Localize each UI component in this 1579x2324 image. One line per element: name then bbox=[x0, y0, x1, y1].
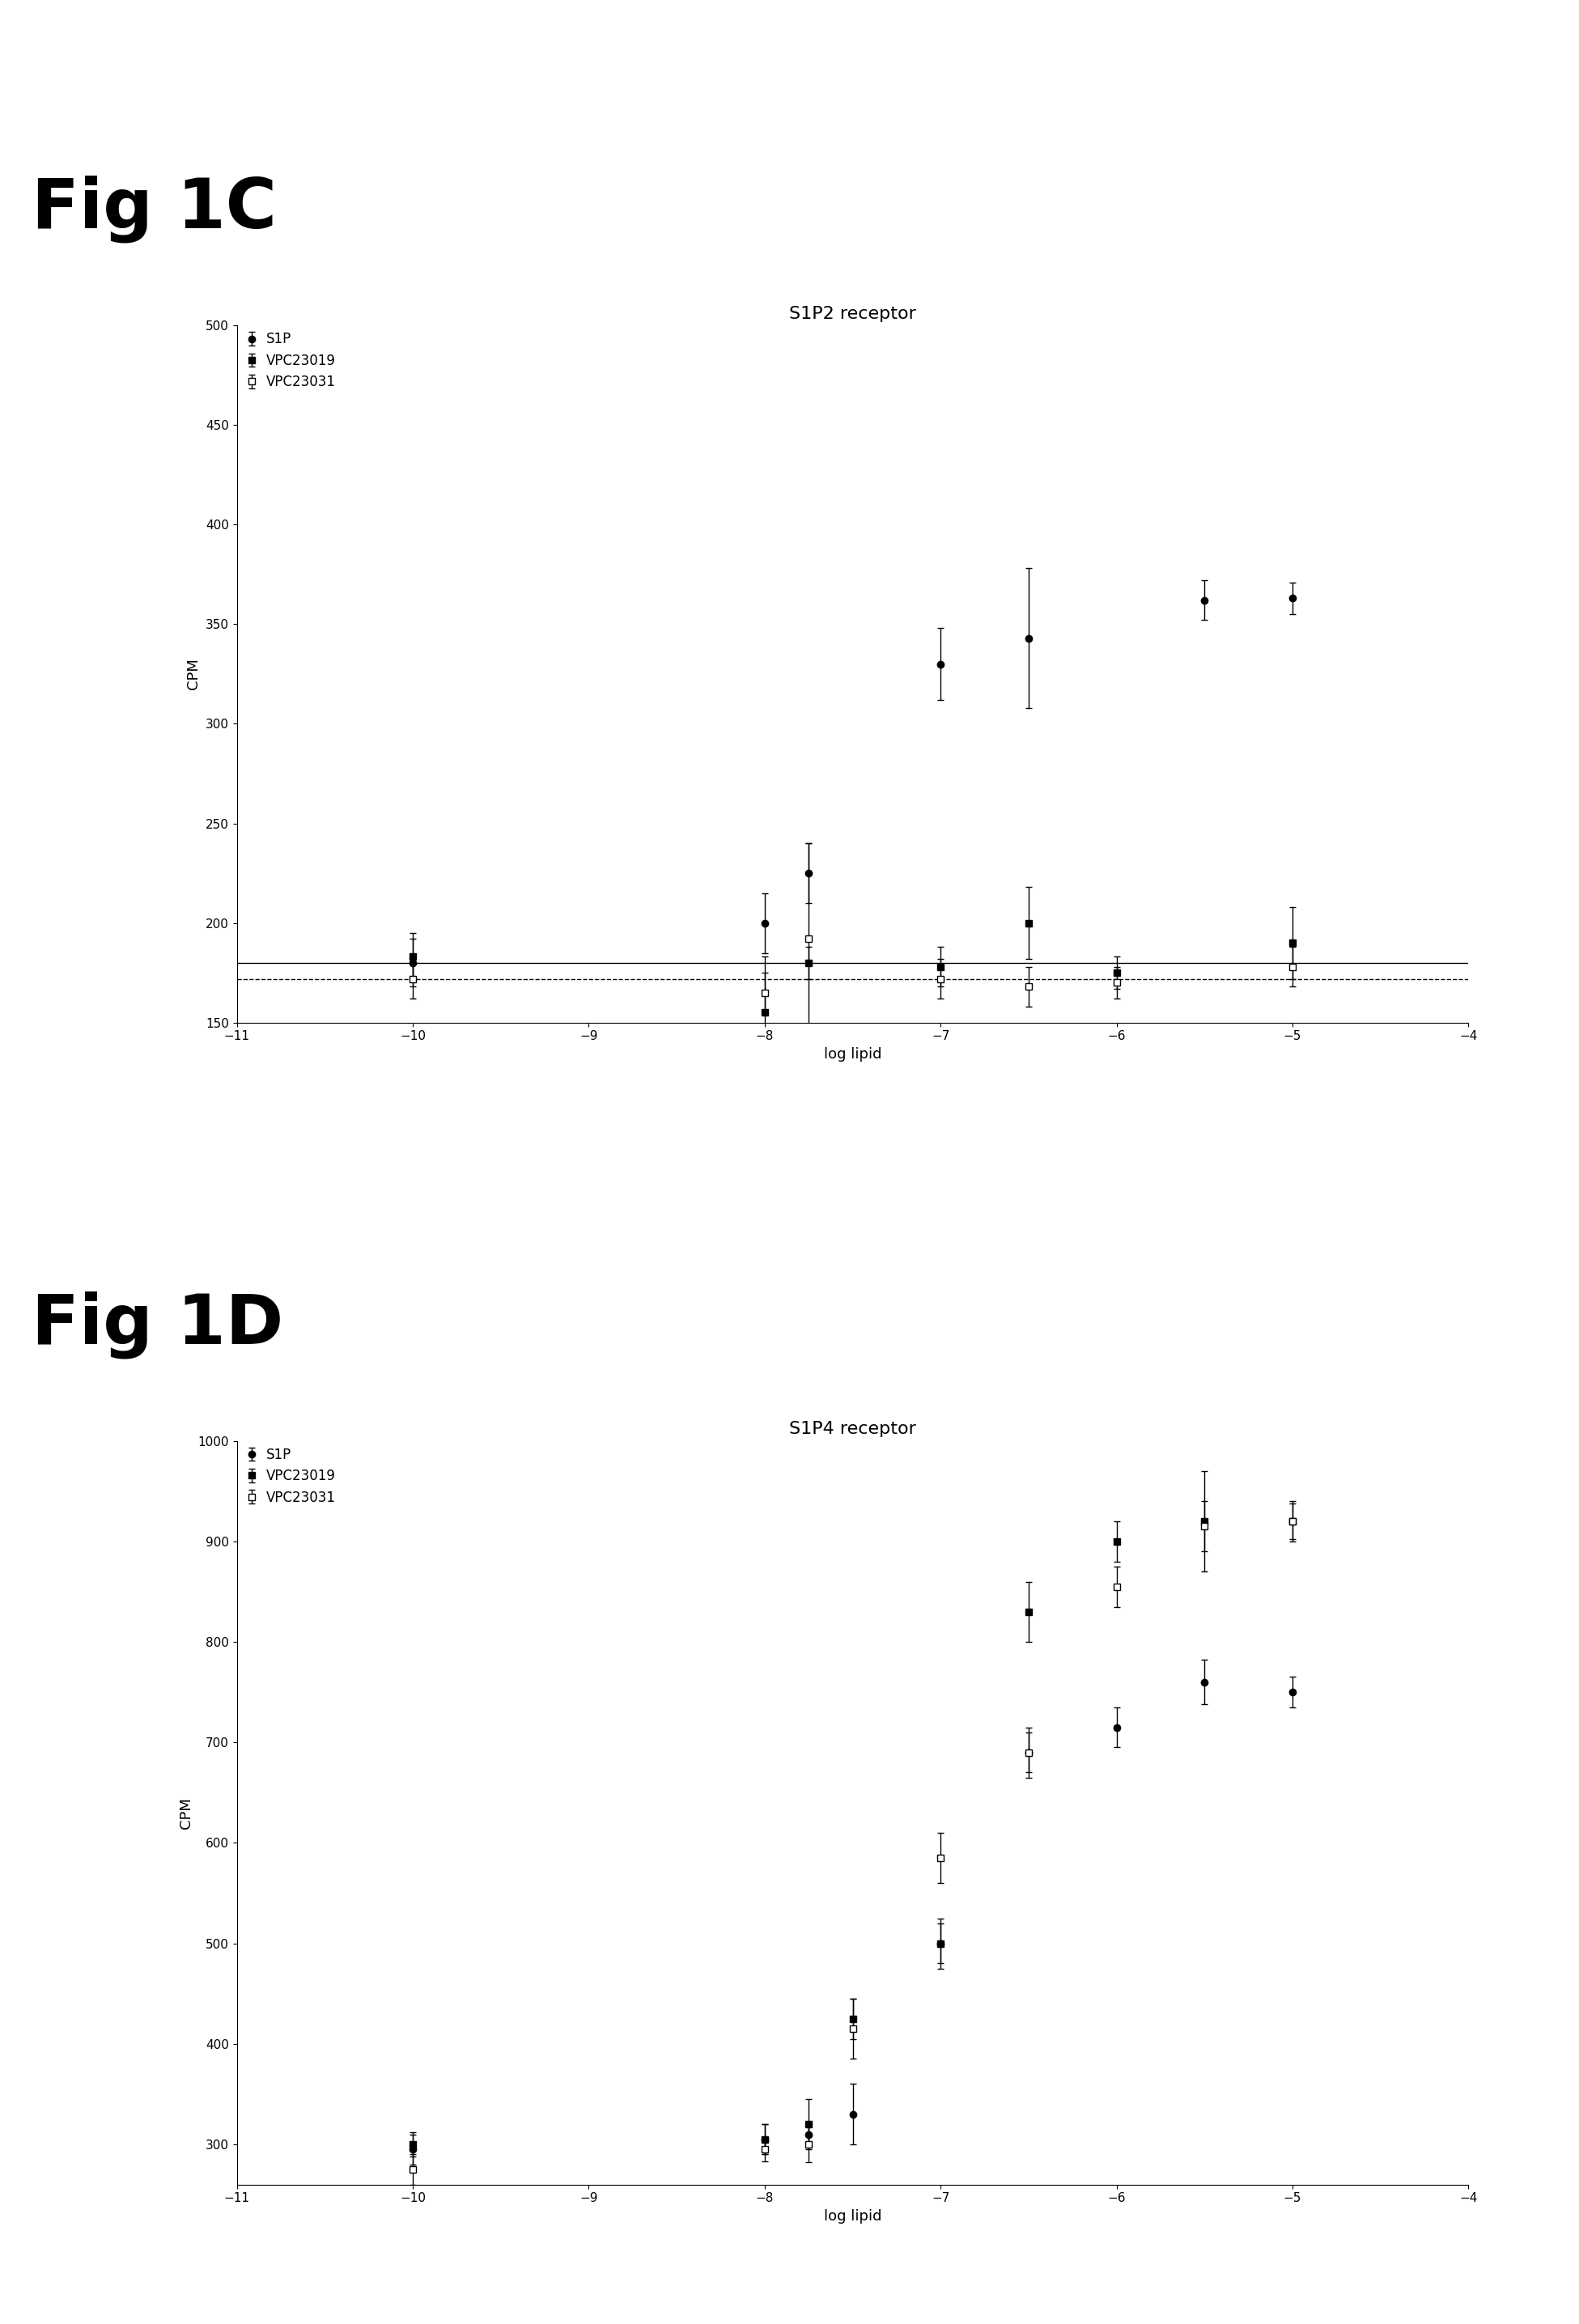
Text: Fig 1D: Fig 1D bbox=[32, 1290, 284, 1360]
Legend: S1P, VPC23019, VPC23031: S1P, VPC23019, VPC23031 bbox=[243, 332, 336, 390]
Legend: S1P, VPC23019, VPC23031: S1P, VPC23019, VPC23031 bbox=[243, 1448, 336, 1506]
Title: S1P4 receptor: S1P4 receptor bbox=[790, 1422, 916, 1436]
X-axis label: log lipid: log lipid bbox=[824, 1048, 881, 1062]
X-axis label: log lipid: log lipid bbox=[824, 2210, 881, 2224]
Y-axis label: CPM: CPM bbox=[178, 1796, 193, 1829]
Text: Fig 1C: Fig 1C bbox=[32, 174, 276, 244]
Title: S1P2 receptor: S1P2 receptor bbox=[790, 307, 916, 321]
Y-axis label: CPM: CPM bbox=[186, 658, 201, 690]
